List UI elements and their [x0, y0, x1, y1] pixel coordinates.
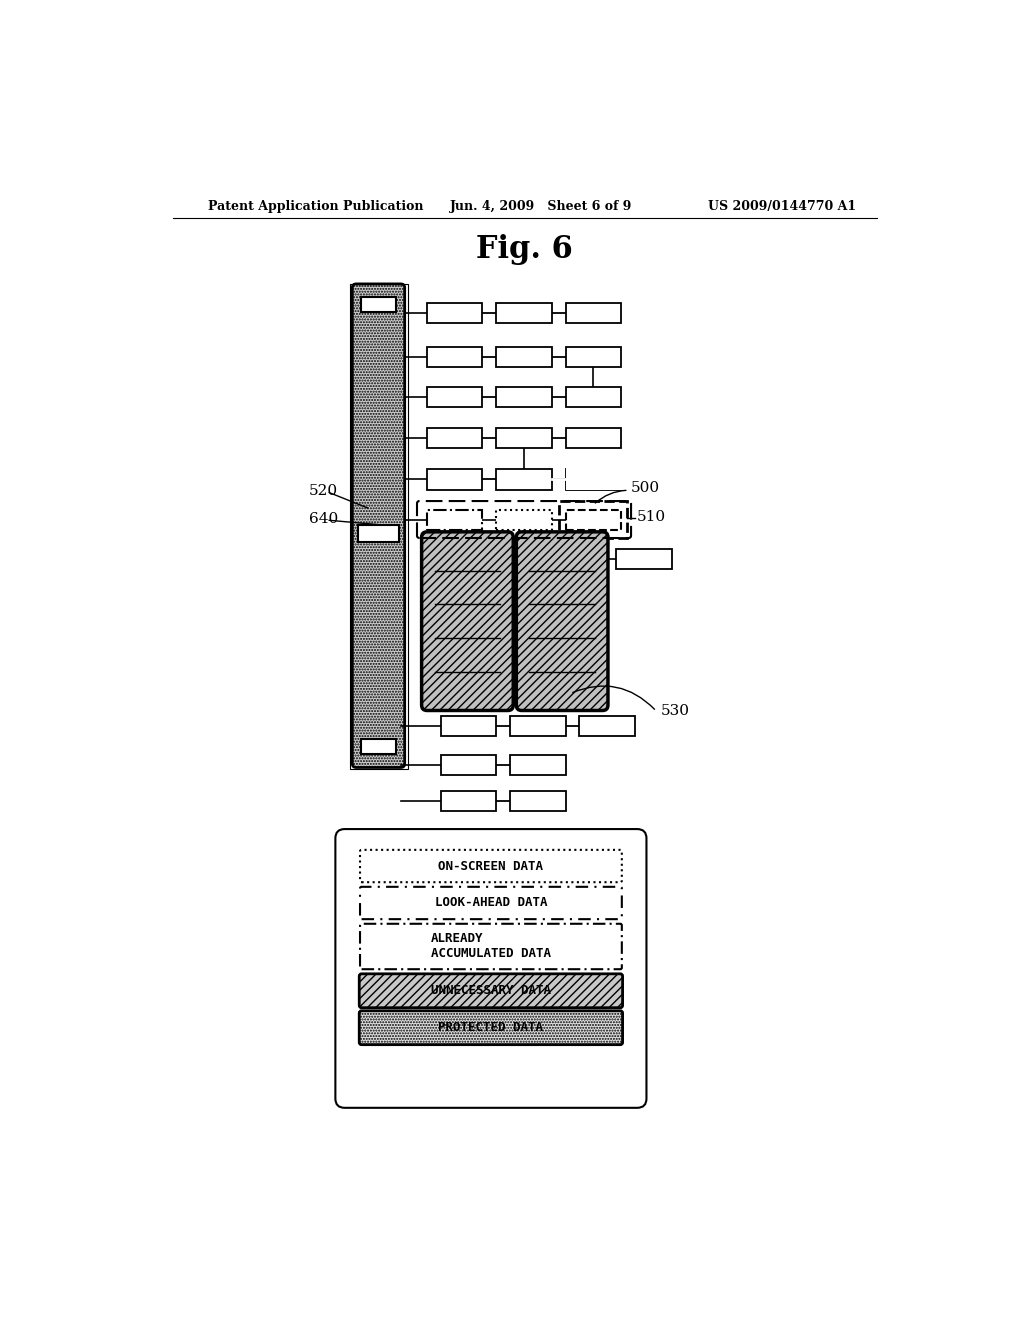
- Bar: [497, 428, 552, 447]
- Bar: [427, 470, 482, 490]
- Bar: [427, 428, 482, 447]
- FancyBboxPatch shape: [360, 887, 622, 919]
- Text: Jun. 4, 2009   Sheet 6 of 9: Jun. 4, 2009 Sheet 6 of 9: [451, 199, 633, 213]
- Bar: [427, 304, 482, 323]
- Bar: [510, 715, 565, 737]
- Text: US 2009/0144770 A1: US 2009/0144770 A1: [708, 199, 856, 213]
- Text: 640: 640: [309, 512, 339, 525]
- Bar: [565, 469, 623, 490]
- Bar: [580, 715, 635, 737]
- Text: ON-SCREEN DATA: ON-SCREEN DATA: [438, 859, 544, 873]
- Text: Fig. 6: Fig. 6: [476, 234, 573, 265]
- Bar: [427, 510, 482, 529]
- Bar: [559, 502, 628, 539]
- Text: 500: 500: [631, 480, 659, 495]
- Bar: [427, 347, 482, 367]
- Bar: [565, 470, 621, 490]
- FancyBboxPatch shape: [360, 924, 622, 969]
- Text: Patent Application Publication: Patent Application Publication: [208, 199, 423, 213]
- Bar: [510, 792, 565, 812]
- Bar: [497, 304, 552, 323]
- Bar: [565, 428, 621, 447]
- Bar: [360, 297, 396, 313]
- Bar: [357, 525, 399, 543]
- Bar: [441, 755, 497, 775]
- FancyBboxPatch shape: [352, 284, 404, 767]
- Bar: [497, 470, 552, 490]
- FancyBboxPatch shape: [422, 532, 513, 710]
- FancyBboxPatch shape: [360, 850, 622, 882]
- Text: UNNECESSARY DATA: UNNECESSARY DATA: [431, 985, 551, 998]
- FancyBboxPatch shape: [359, 1011, 623, 1044]
- Bar: [427, 387, 482, 407]
- FancyBboxPatch shape: [336, 829, 646, 1107]
- Bar: [497, 347, 552, 367]
- Bar: [510, 755, 565, 775]
- Bar: [616, 549, 672, 569]
- Bar: [441, 792, 497, 812]
- Bar: [565, 510, 621, 529]
- Text: 520: 520: [309, 484, 338, 498]
- Bar: [565, 347, 621, 367]
- Bar: [565, 387, 621, 407]
- Bar: [497, 387, 552, 407]
- Text: PROTECTED DATA: PROTECTED DATA: [438, 1022, 544, 1035]
- Text: 530: 530: [660, 705, 689, 718]
- Text: LOOK-AHEAD DATA: LOOK-AHEAD DATA: [434, 896, 547, 909]
- FancyBboxPatch shape: [516, 532, 608, 710]
- Bar: [441, 715, 497, 737]
- Bar: [497, 510, 552, 529]
- Text: 510: 510: [637, 511, 666, 524]
- Bar: [565, 304, 621, 323]
- Bar: [360, 739, 396, 755]
- Bar: [350, 284, 408, 770]
- FancyBboxPatch shape: [359, 974, 623, 1007]
- Text: ALREADY
ACCUMULATED DATA: ALREADY ACCUMULATED DATA: [431, 932, 551, 961]
